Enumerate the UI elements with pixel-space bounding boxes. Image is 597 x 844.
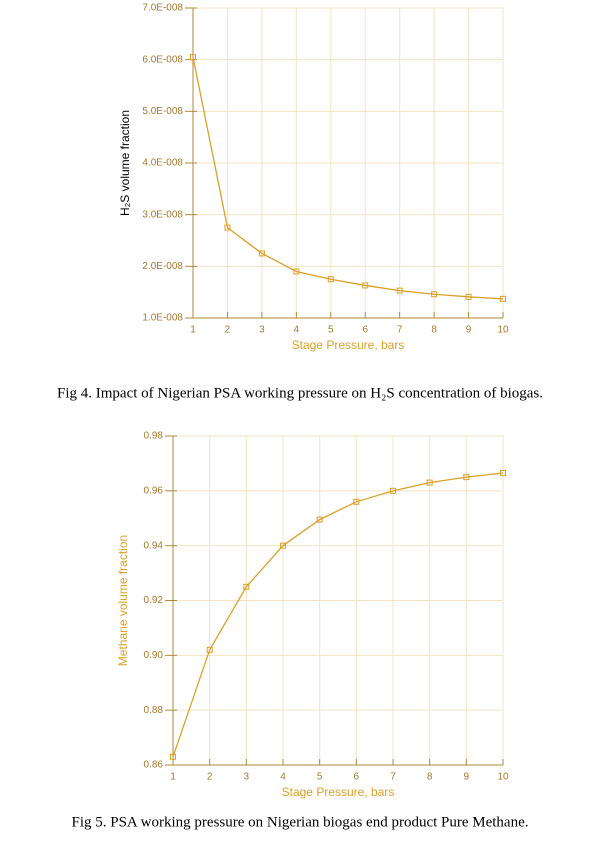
data-marker	[465, 293, 472, 300]
x-tick-label: 9	[464, 772, 470, 783]
data-marker	[500, 295, 506, 302]
data-marker	[206, 646, 213, 653]
data-marker	[280, 542, 286, 549]
data-marker	[396, 287, 403, 294]
x-tick-label: 5	[328, 325, 334, 336]
data-marker	[353, 498, 360, 505]
data-marker	[258, 250, 265, 257]
y-tick-label: 0.86	[144, 760, 164, 771]
x-tick-label: 2	[207, 772, 213, 783]
x-tick-label: 7	[390, 772, 396, 783]
x-axis-label: Stage Pressure, bars	[282, 785, 395, 799]
data-line	[192, 56, 504, 300]
y-tick-label: 0.90	[144, 650, 164, 661]
y-tick-label: 0.98	[144, 431, 164, 442]
data-marker	[293, 268, 300, 275]
x-tick-label: 3	[244, 772, 250, 783]
x-tick-label: 6	[362, 325, 368, 336]
x-tick-label: 2	[225, 325, 231, 336]
data-marker	[170, 753, 176, 760]
data-marker	[463, 474, 470, 481]
data-line	[172, 472, 504, 757]
y-axis-label: H₂S volume fraction	[118, 110, 132, 216]
data-marker	[426, 479, 433, 486]
data-marker	[500, 470, 506, 477]
x-tick-label: 3	[259, 325, 265, 336]
x-tick-label: 1	[190, 325, 196, 336]
y-tick-label: 3.0E-008	[142, 209, 183, 220]
x-tick-label: 4	[280, 772, 286, 783]
data-marker	[316, 516, 323, 523]
data-marker	[190, 54, 196, 61]
x-tick-label: 5	[317, 772, 323, 783]
y-tick-label: 1.0E-008	[142, 313, 183, 324]
y-tick-label: 4.0E-008	[142, 158, 183, 169]
y-tick-label: 5.0E-008	[142, 106, 183, 117]
y-tick-label: 0.92	[144, 595, 164, 606]
y-tick-label: 7.0E-008	[142, 3, 183, 14]
caption: Fig 4. Impact of Nigerian PSA working pr…	[57, 385, 543, 401]
x-axis-label: Stage Pressure, bars	[292, 338, 405, 352]
data-marker	[243, 583, 250, 590]
y-tick-label: 2.0E-008	[142, 261, 183, 272]
data-marker	[327, 276, 334, 283]
y-tick-label: 0.94	[144, 540, 164, 551]
x-tick-label: 10	[497, 325, 509, 336]
x-tick-label: 10	[497, 772, 509, 783]
y-tick-label: 6.0E-008	[142, 54, 183, 65]
data-marker	[390, 487, 396, 494]
x-tick-label: 7	[397, 325, 403, 336]
x-tick-label: 8	[427, 772, 433, 783]
x-tick-label: 8	[431, 325, 437, 336]
x-tick-label: 4	[294, 325, 300, 336]
data-marker	[224, 224, 231, 231]
data-marker	[431, 291, 438, 298]
y-tick-label: 0.88	[144, 705, 164, 716]
y-axis-label: Methane volume fraction	[116, 535, 130, 666]
x-tick-label: 6	[354, 772, 360, 783]
y-tick-label: 0.96	[144, 485, 164, 496]
data-marker	[362, 282, 369, 289]
caption: Fig 5. PSA working pressure on Nigerian …	[71, 814, 528, 830]
x-tick-label: 1	[170, 772, 176, 783]
x-tick-label: 9	[466, 325, 472, 336]
